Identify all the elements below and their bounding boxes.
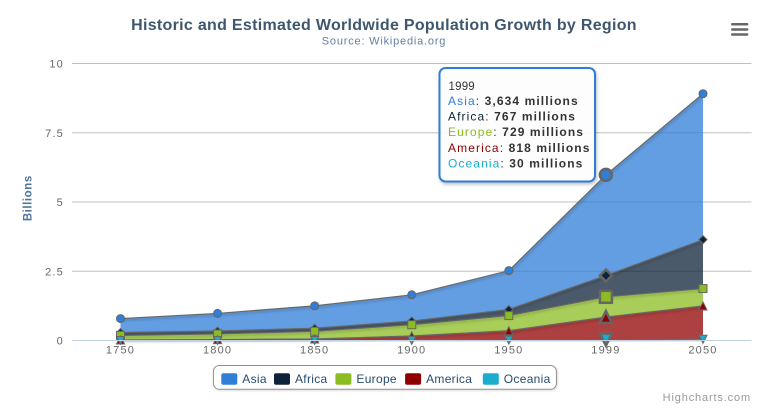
svg-text:Europe: 729 millions: Europe: 729 millions [448, 125, 584, 139]
svg-text:America: America [426, 372, 472, 386]
svg-text:Historic and Estimated Worldwi: Historic and Estimated Worldwide Populat… [131, 17, 637, 34]
svg-text:Europe: Europe [356, 372, 397, 386]
svg-text:1750: 1750 [106, 345, 135, 357]
svg-text:5: 5 [57, 197, 64, 209]
svg-text:Highcharts.com: Highcharts.com [663, 392, 751, 404]
svg-text:Oceania: Oceania [504, 372, 551, 386]
svg-text:1999: 1999 [449, 81, 475, 93]
svg-text:1900: 1900 [397, 345, 426, 357]
svg-text:2.5: 2.5 [45, 266, 64, 278]
svg-text:Source: Wikipedia.org: Source: Wikipedia.org [322, 36, 446, 48]
svg-text:Asia: 3,634 millions: Asia: 3,634 millions [448, 94, 579, 108]
svg-text:Asia: Asia [242, 372, 267, 386]
svg-text:7.5: 7.5 [45, 128, 64, 140]
svg-text:1850: 1850 [300, 345, 329, 357]
svg-text:America: 818 millions: America: 818 millions [448, 141, 591, 155]
svg-text:2050: 2050 [688, 345, 717, 357]
svg-text:Billions: Billions [23, 175, 35, 221]
svg-text:10: 10 [49, 59, 64, 71]
svg-text:Africa: 767 millions: Africa: 767 millions [448, 110, 576, 124]
svg-text:0: 0 [57, 336, 64, 348]
svg-text:Oceania: 30 millions: Oceania: 30 millions [448, 156, 583, 170]
svg-text:1950: 1950 [494, 345, 523, 357]
svg-text:1999: 1999 [591, 345, 620, 357]
svg-text:Africa: Africa [295, 372, 327, 386]
svg-text:1800: 1800 [203, 345, 232, 357]
